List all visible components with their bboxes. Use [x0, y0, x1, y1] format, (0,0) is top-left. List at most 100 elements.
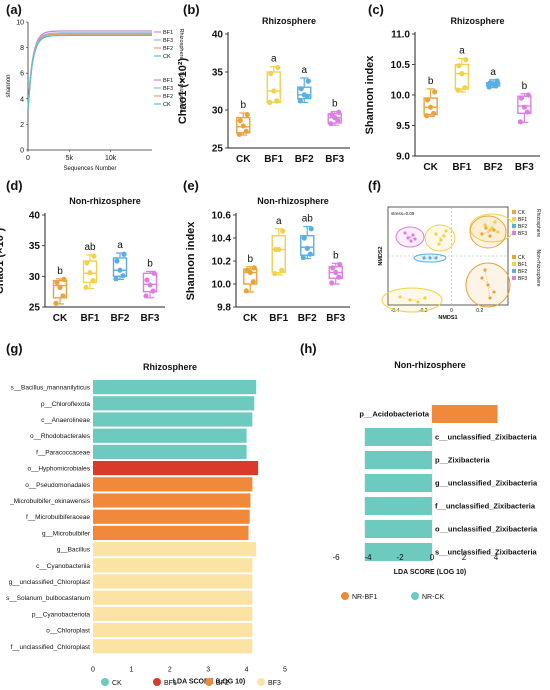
e-data-point — [307, 251, 313, 257]
d-data-point — [147, 282, 153, 288]
d-y-tick-label: 25 — [29, 303, 41, 314]
a-legend-label: BF1 — [163, 78, 173, 84]
panel-label-b: (b) — [183, 2, 200, 17]
d-data-point — [113, 276, 119, 282]
f-point — [444, 229, 448, 233]
h-bar-label: p__Acidobacteriota — [359, 410, 429, 419]
e-category-label: BF2 — [298, 313, 317, 324]
h-bar-label: f__unclassified_Zixibacteria — [435, 502, 536, 511]
f-point — [493, 220, 497, 224]
b-significance-letter: b — [240, 100, 246, 111]
g-x-tick-label: 1 — [129, 666, 133, 673]
f-spoke — [487, 284, 491, 299]
f-spoke — [399, 296, 413, 301]
d-chart-title: Non-rhizosphere — [69, 196, 141, 206]
g-bar-label: s__Bacillus_mannanilyticus — [11, 385, 91, 392]
f-point — [416, 300, 420, 304]
g-bar-label: s__Solanum_bulbocastanum — [6, 595, 90, 602]
g-bar — [93, 380, 257, 395]
b-category-label: BF3 — [325, 154, 344, 165]
f-legend-group-title: Non-rhizosphere — [535, 250, 541, 287]
c-y-tick-label: 10.5 — [391, 60, 411, 71]
e-significance-letter: a — [276, 216, 282, 227]
b-data-point — [298, 86, 304, 92]
f-point — [488, 296, 492, 300]
f-x-tick-label: 0 — [450, 308, 453, 314]
f-point — [434, 256, 438, 260]
c-y-axis-label: Shannon index — [364, 55, 376, 135]
c-data-point — [431, 110, 437, 116]
e-data-point — [279, 267, 285, 273]
h-x-tick-label: 4 — [494, 553, 499, 562]
g-bar — [93, 525, 249, 540]
h-x-tick-label: -2 — [396, 553, 404, 562]
e-y-tick-label: 10.6 — [212, 211, 232, 222]
f-point — [437, 242, 441, 246]
e-chart-title: Non-rhizosphere — [257, 196, 329, 206]
e-data-point — [272, 271, 278, 277]
f-spoke — [409, 236, 416, 240]
e-data-point — [333, 269, 339, 276]
h-bar — [364, 451, 432, 469]
c-data-point — [486, 84, 492, 90]
e-data-point — [280, 228, 286, 234]
a-legend-group-title: Rhizosphere — [178, 29, 184, 60]
g-bar — [93, 493, 251, 508]
d-y-axis-label: Chao1 (×10²) — [0, 228, 6, 295]
a-x-axis-label: Sequences Number — [63, 166, 116, 172]
f-spoke — [411, 297, 426, 301]
f-point — [480, 232, 484, 236]
b-data-point — [240, 123, 246, 129]
panel-label-a: (a) — [6, 2, 22, 17]
e-category-label: BF1 — [269, 313, 288, 324]
e-box-BF1 — [271, 234, 286, 274]
b-data-point — [244, 111, 250, 118]
b-data-point — [271, 88, 277, 94]
b-y-tick-label: 35 — [212, 68, 224, 79]
g-bar-label: f__Paracoccaceae — [36, 449, 90, 456]
h-bar-label: g__unclassified_Zixibacteria — [435, 479, 538, 488]
c-category-label: CK — [423, 162, 438, 173]
g-x-tick-label: 0 — [91, 666, 95, 673]
f-point — [422, 256, 426, 260]
d-category-label: BF3 — [141, 313, 160, 324]
f-spoke — [435, 233, 441, 239]
g-bar-label: f__unclassified_Chloroplast — [11, 644, 91, 651]
f-y-axis-label: NMDS2 — [378, 246, 384, 265]
b-data-point — [268, 70, 274, 77]
f-legend-label: BF2 — [518, 224, 527, 230]
f-legend-swatch — [512, 276, 516, 280]
b-data-point — [237, 118, 243, 124]
h-bar-label: p__Zixibacteria — [435, 456, 490, 465]
c-data-point — [432, 89, 438, 95]
f-spoke — [484, 269, 489, 286]
g-x-tick-label: 3 — [206, 666, 210, 673]
c-category-label: BF1 — [452, 162, 471, 173]
g-bar — [93, 412, 253, 427]
e-y-tick-label: 9.8 — [217, 303, 231, 314]
g-bar — [93, 574, 253, 589]
g-bar — [93, 558, 253, 573]
f-legend-swatch — [512, 210, 516, 214]
c-data-point — [518, 95, 524, 101]
d-data-point — [117, 267, 123, 273]
a-legend-label: BF2 — [163, 46, 173, 52]
d-significance-letter: b — [147, 258, 153, 269]
f-point — [439, 238, 443, 242]
b-significance-letter: a — [301, 65, 307, 76]
g-bar-label: c__Cyanobacteriia — [36, 563, 90, 570]
f-point — [408, 298, 412, 302]
e-data-point — [250, 279, 256, 285]
g-bar-label: f__Microbulbiferaceae — [26, 514, 90, 521]
a-y-axis-label: shannon — [6, 74, 12, 97]
g-legend-label: CK — [112, 680, 122, 687]
c-significance-letter: b — [522, 81, 528, 92]
f-point — [434, 232, 438, 236]
d-data-point — [83, 284, 89, 290]
a-series-line-CK — [27, 34, 152, 110]
d-category-label: BF1 — [81, 313, 100, 324]
e-significance-letter: b — [247, 254, 253, 265]
e-category-label: CK — [243, 313, 258, 324]
g-bar — [93, 461, 259, 476]
